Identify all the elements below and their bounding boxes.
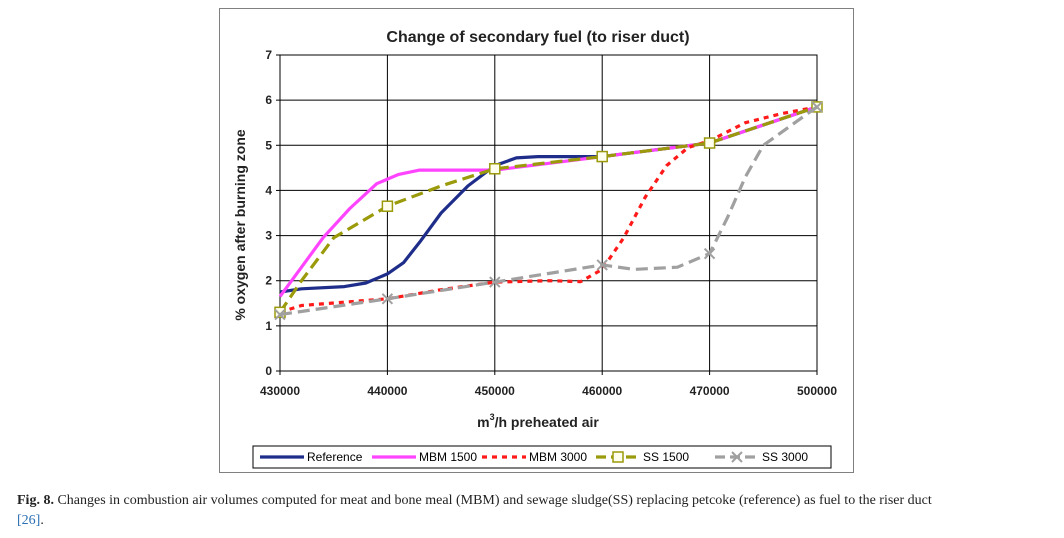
marker-stroke [596,259,608,271]
plot-border [279,54,818,372]
y-tick-label: 2 [265,274,272,288]
marker-stroke [703,247,716,260]
y-axis-ticks: 0 1 2 3 4 5 6 7 [265,48,272,378]
marker-stroke [731,451,743,463]
series-lines [274,101,823,321]
x-tick-label: 460000 [582,384,622,398]
legend: Reference MBM 1500 MBM 3000 SS 1500 SS 3000 [252,445,832,469]
caption-label: Fig. 8. [17,493,54,508]
chart: Change of secondary fuel (to riser duct)… [232,29,837,469]
legend-label-ss-3000: SS 3000 [762,450,808,464]
figure-caption: Fig. 8. Changes in combustion air volume… [17,491,1057,531]
legend-box [252,445,832,469]
data-point-ss-1500 [596,150,608,163]
data-point-ss-1500 [489,163,501,175]
x-tick-label: 500000 [797,384,837,398]
chart-frame: Change of secondary fuel (to riser duct)… [219,8,854,473]
legend-label-mbm-3000: MBM 3000 [529,450,587,464]
marker-stroke [811,101,823,113]
x-tick-label: 450000 [475,384,515,398]
y-tick-label: 1 [265,319,272,333]
y-tick-label: 6 [265,93,272,107]
data-point-ss-3000 [596,259,608,271]
y-axis-label: % oxygen after burning zone [232,129,248,321]
data-point-ss-3000 [489,276,501,288]
data-point-ss-1500 [381,200,394,212]
series-line-mbm-3000 [279,105,818,314]
y-tick-label: 0 [265,364,272,378]
legend-label-reference: Reference [307,450,363,464]
data-point-ss-3000 [381,293,394,305]
legend-marker-ss-3000 [731,451,743,463]
x-tick-label: 430000 [260,384,300,398]
caption-text: Changes in combustion air volumes comput… [53,493,932,508]
series-line-reference [279,105,818,294]
caption-reference-link[interactable]: [26] [17,513,41,528]
y-tick-label: 3 [265,229,272,243]
legend-label-ss-1500: SS 1500 [643,450,689,464]
x-tick-label: 440000 [367,384,407,398]
legend-label-mbm-1500: MBM 1500 [419,450,477,464]
data-point-ss-3000 [811,101,823,113]
series-line-ss-1500 [278,105,818,314]
x-axis-ticks: 430000 440000 450000 460000 470000 500000 [260,384,837,398]
data-point-ss-3000 [703,247,716,260]
y-tick-label: 4 [265,183,272,197]
y-tick-label: 7 [265,48,272,62]
marker-stroke [489,276,501,288]
data-point-ss-1500 [703,137,716,149]
caption-end: . [40,513,44,528]
series-line-ss-3000 [279,105,818,317]
marker-stroke [274,308,286,321]
grid [276,54,818,375]
legend-marker-ss-1500 [612,451,624,463]
chart-title: Change of secondary fuel (to riser duct) [386,29,689,46]
x-tick-label: 470000 [690,384,730,398]
series-line-mbm-1500 [278,105,818,298]
data-point-ss-3000 [274,308,286,321]
marker-stroke [381,293,394,305]
y-tick-label: 5 [265,138,272,152]
x-axis-label: m3/h preheated air [477,412,599,430]
